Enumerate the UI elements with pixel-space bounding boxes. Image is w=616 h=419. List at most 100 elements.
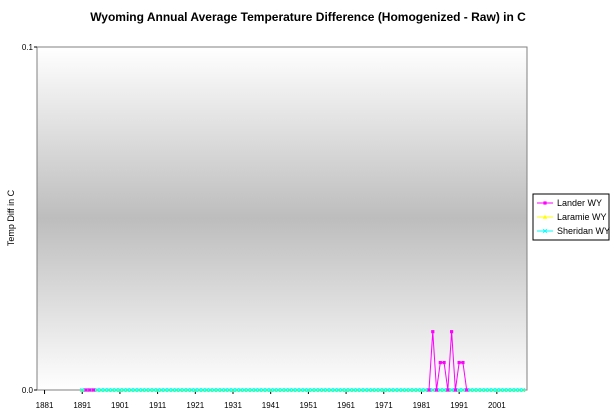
data-point xyxy=(294,387,300,393)
data-point xyxy=(351,387,356,393)
data-point xyxy=(430,387,435,393)
data-point xyxy=(438,387,443,393)
data-point xyxy=(114,387,119,393)
data-point xyxy=(287,387,292,393)
data-point xyxy=(332,387,337,393)
data-point xyxy=(513,387,518,393)
data-point xyxy=(321,387,326,393)
data-point xyxy=(423,387,428,393)
data-point xyxy=(189,387,194,393)
data-point xyxy=(465,388,469,392)
data-point xyxy=(359,387,364,393)
data-point xyxy=(506,387,511,393)
data-point xyxy=(264,387,270,393)
data-point xyxy=(261,387,266,393)
data-point xyxy=(385,387,390,393)
data-point xyxy=(362,387,368,393)
x-axis-ticks: 1881 1891 1901 1911 1921 1931 1941 1951 1961 1971… xyxy=(36,390,506,410)
legend-swatch-marker xyxy=(542,214,548,219)
x-tick-label: 1991 xyxy=(450,401,468,410)
data-point xyxy=(475,387,481,393)
data-point xyxy=(389,387,394,393)
data-point xyxy=(219,387,224,393)
data-point xyxy=(453,388,457,392)
data-point xyxy=(441,387,447,393)
data-point xyxy=(392,387,398,393)
x-tick-label: 1971 xyxy=(375,401,393,410)
data-point xyxy=(181,387,187,393)
x-tick-label: 1881 xyxy=(36,401,54,410)
data-point xyxy=(185,387,190,393)
legend-label: Laramie WY xyxy=(557,212,607,222)
data-point xyxy=(170,387,175,393)
data-point xyxy=(374,387,379,393)
data-point xyxy=(302,387,307,393)
data-point xyxy=(340,387,345,393)
data-point xyxy=(106,387,111,393)
data-point xyxy=(230,387,236,393)
data-point xyxy=(238,387,243,393)
data-point xyxy=(366,387,371,393)
x-tick-label: 1931 xyxy=(224,401,242,410)
data-point xyxy=(490,387,496,393)
data-point xyxy=(129,387,134,393)
data-point xyxy=(509,387,515,393)
legend-swatch-marker xyxy=(542,228,548,234)
data-point xyxy=(442,360,446,365)
data-point xyxy=(521,387,526,393)
data-point xyxy=(306,387,311,393)
data-point xyxy=(487,387,492,393)
legend-label: Lander WY xyxy=(557,198,602,208)
data-point xyxy=(215,387,221,393)
data-point xyxy=(136,387,141,393)
data-point xyxy=(110,387,115,393)
data-point xyxy=(419,387,424,393)
x-tick-label: 1891 xyxy=(73,401,91,410)
y-tick-label: 0.0 xyxy=(22,386,34,395)
series-lander-wy xyxy=(84,330,469,392)
data-point xyxy=(291,387,296,393)
data-point xyxy=(155,387,160,393)
legend-item: Laramie WY xyxy=(537,212,607,222)
chart-title: Wyoming Annual Average Temperature Diffe… xyxy=(90,10,526,24)
data-point xyxy=(450,330,454,334)
data-point xyxy=(196,387,202,393)
data-point xyxy=(144,387,149,393)
data-point xyxy=(325,387,330,393)
data-point xyxy=(400,387,405,393)
data-point xyxy=(370,387,375,393)
plot-area xyxy=(36,46,528,391)
data-point xyxy=(117,387,123,393)
data-point xyxy=(208,387,213,393)
y-axis-label: Temp Diff in C xyxy=(6,189,16,246)
data-point xyxy=(245,387,251,393)
x-tick-label: 1941 xyxy=(262,401,280,410)
data-point xyxy=(313,387,319,393)
data-point xyxy=(494,387,499,393)
data-point xyxy=(147,387,153,393)
data-point xyxy=(88,388,92,392)
data-point xyxy=(193,387,198,393)
legend-item: Lander WY xyxy=(537,198,602,208)
legend: Lander WY Laramie WY Sheridan WY xyxy=(532,193,610,241)
data-point xyxy=(502,387,507,393)
data-point xyxy=(310,387,315,393)
data-point xyxy=(178,387,183,393)
data-point xyxy=(151,387,156,393)
data-point xyxy=(166,387,172,393)
data-point xyxy=(411,387,417,393)
data-point xyxy=(125,387,130,393)
x-tick-label: 2001 xyxy=(488,401,506,410)
data-point xyxy=(336,387,341,393)
x-tick-label: 1961 xyxy=(337,401,355,410)
data-point xyxy=(98,387,104,393)
data-point xyxy=(227,387,232,393)
data-point xyxy=(283,387,288,393)
x-tick-label: 1951 xyxy=(299,401,317,410)
legend-label: Sheridan WY xyxy=(557,226,610,236)
data-point xyxy=(174,387,179,393)
data-point xyxy=(517,387,522,393)
data-point xyxy=(483,387,488,393)
data-point xyxy=(427,388,431,392)
